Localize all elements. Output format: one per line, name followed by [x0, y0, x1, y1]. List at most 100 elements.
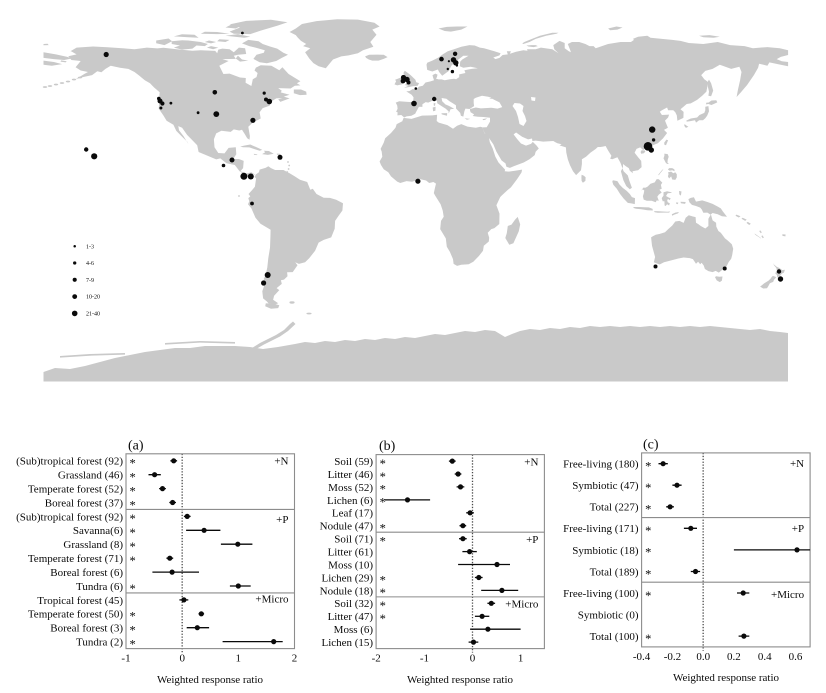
svg-text:*: *	[130, 526, 136, 540]
svg-text:(Sub)tropical forest (92): (Sub)tropical forest (92)	[16, 456, 123, 468]
svg-text:*: *	[380, 599, 386, 613]
svg-text:Weighted response ratio: Weighted response ratio	[673, 672, 780, 684]
svg-text:*: *	[380, 457, 386, 471]
svg-text:0.0: 0.0	[696, 651, 710, 663]
svg-text:Boreal forest (6): Boreal forest (6)	[50, 567, 123, 579]
svg-text:*: *	[380, 586, 386, 600]
svg-text:+Micro: +Micro	[255, 594, 289, 606]
svg-text:+Micro: +Micro	[771, 589, 805, 601]
svg-text:(a): (a)	[128, 438, 144, 453]
svg-text:Symbiotic (47): Symbiotic (47)	[572, 480, 639, 492]
svg-text:*: *	[380, 483, 386, 497]
svg-text:*: *	[130, 624, 136, 638]
svg-text:Litter (46): Litter (46)	[328, 469, 374, 481]
svg-text:-0.4: -0.4	[633, 651, 651, 663]
svg-text:Free-living (180): Free-living (180)	[563, 459, 639, 471]
svg-text:0.6: 0.6	[789, 651, 803, 663]
svg-text:-1: -1	[121, 653, 130, 665]
svg-text:-2: -2	[372, 653, 381, 665]
svg-text:*: *	[645, 567, 651, 581]
svg-text:Soil (59): Soil (59)	[334, 456, 373, 468]
svg-text:4-6: 4-6	[86, 261, 94, 267]
svg-text:0.2: 0.2	[727, 651, 741, 663]
svg-text:*: *	[645, 459, 651, 473]
svg-text:+P: +P	[792, 523, 804, 535]
svg-text:Litter (61): Litter (61)	[328, 547, 374, 559]
svg-text:+N: +N	[524, 456, 538, 468]
svg-text:*: *	[645, 546, 651, 560]
svg-text:+P: +P	[526, 534, 538, 546]
svg-text:Lichen (6): Lichen (6)	[327, 495, 373, 507]
svg-text:*: *	[380, 470, 386, 484]
svg-text:Soil (32): Soil (32)	[334, 598, 373, 610]
svg-text:Free-living (171): Free-living (171)	[563, 523, 639, 535]
svg-text:*: *	[130, 540, 136, 554]
svg-text:10-20: 10-20	[86, 295, 100, 301]
svg-text:1: 1	[236, 653, 242, 665]
svg-text:Temperate forest (71): Temperate forest (71)	[28, 553, 123, 565]
svg-text:Grassland (8): Grassland (8)	[63, 539, 123, 551]
svg-text:*: *	[130, 637, 136, 651]
svg-text:*: *	[645, 632, 651, 646]
svg-text:Lichen (29): Lichen (29)	[321, 572, 373, 584]
svg-text:Total (100): Total (100)	[590, 631, 639, 643]
svg-text:*: *	[645, 589, 651, 603]
svg-text:*: *	[380, 534, 386, 548]
svg-text:Lichen (15): Lichen (15)	[321, 637, 373, 649]
svg-text:*: *	[130, 610, 136, 624]
svg-text:Symbiotic (0): Symbiotic (0)	[578, 609, 639, 621]
svg-text:*: *	[645, 481, 651, 495]
svg-text:Free-living (100): Free-living (100)	[563, 588, 639, 600]
svg-text:*: *	[380, 573, 386, 587]
svg-text:*: *	[130, 484, 136, 498]
svg-text:Boreal forest (37): Boreal forest (37)	[45, 497, 124, 509]
svg-text:+Micro: +Micro	[505, 599, 539, 611]
svg-text:7-9: 7-9	[86, 278, 94, 284]
svg-text:21-40: 21-40	[86, 312, 100, 318]
svg-text:Grassland (46): Grassland (46)	[58, 470, 123, 482]
svg-text:0: 0	[470, 653, 476, 665]
svg-text:0.4: 0.4	[758, 651, 772, 663]
svg-text:Weighted response ratio: Weighted response ratio	[157, 674, 264, 686]
svg-text:Tundra (2): Tundra (2)	[76, 637, 123, 649]
svg-text:*: *	[645, 524, 651, 538]
svg-text:Leaf (17): Leaf (17)	[332, 508, 374, 520]
svg-text:*: *	[380, 522, 386, 536]
svg-text:*: *	[130, 554, 136, 568]
svg-text:Temperate forest (52): Temperate forest (52)	[28, 483, 123, 495]
svg-text:Litter (47): Litter (47)	[328, 611, 374, 623]
svg-text:Moss (52): Moss (52)	[328, 482, 373, 494]
svg-text:Temperate forest (50): Temperate forest (50)	[28, 609, 123, 621]
svg-text:Tropical forest (45): Tropical forest (45)	[37, 595, 123, 607]
svg-text:(b): (b)	[379, 439, 396, 454]
svg-text:Symbiotic (18): Symbiotic (18)	[572, 545, 639, 557]
svg-text:Boreal forest (3): Boreal forest (3)	[50, 623, 123, 635]
svg-text:Total (227): Total (227)	[590, 502, 639, 514]
svg-text:1: 1	[518, 653, 524, 665]
svg-text:Total (189): Total (189)	[590, 566, 639, 578]
svg-text:*: *	[645, 503, 651, 517]
svg-text:-1: -1	[420, 653, 429, 665]
svg-text:(Sub)tropical forest (92): (Sub)tropical forest (92)	[16, 511, 123, 523]
svg-text:Moss (6): Moss (6)	[334, 624, 374, 636]
svg-text:Nodule (47): Nodule (47)	[320, 521, 374, 533]
svg-text:Weighted response ratio: Weighted response ratio	[407, 674, 514, 686]
svg-text:*: *	[130, 582, 136, 596]
svg-text:Savanna(6): Savanna(6)	[73, 525, 123, 537]
svg-text:*: *	[380, 612, 386, 626]
svg-text:Soil (71): Soil (71)	[334, 534, 373, 546]
svg-text:0: 0	[179, 653, 185, 665]
svg-text:+P: +P	[276, 514, 288, 526]
svg-text:Tundra (6): Tundra (6)	[76, 581, 123, 593]
svg-text:1-3: 1-3	[86, 244, 94, 250]
svg-text:+N: +N	[790, 458, 804, 470]
svg-text:(c): (c)	[643, 437, 659, 452]
svg-text:Moss (10): Moss (10)	[328, 559, 373, 571]
svg-text:*: *	[130, 512, 136, 526]
svg-text:+N: +N	[274, 456, 288, 468]
svg-text:*: *	[380, 496, 386, 510]
svg-text:2: 2	[292, 653, 298, 665]
svg-text:-0.2: -0.2	[664, 651, 681, 663]
svg-text:Nodule (18): Nodule (18)	[320, 585, 374, 597]
svg-text:*: *	[130, 457, 136, 471]
